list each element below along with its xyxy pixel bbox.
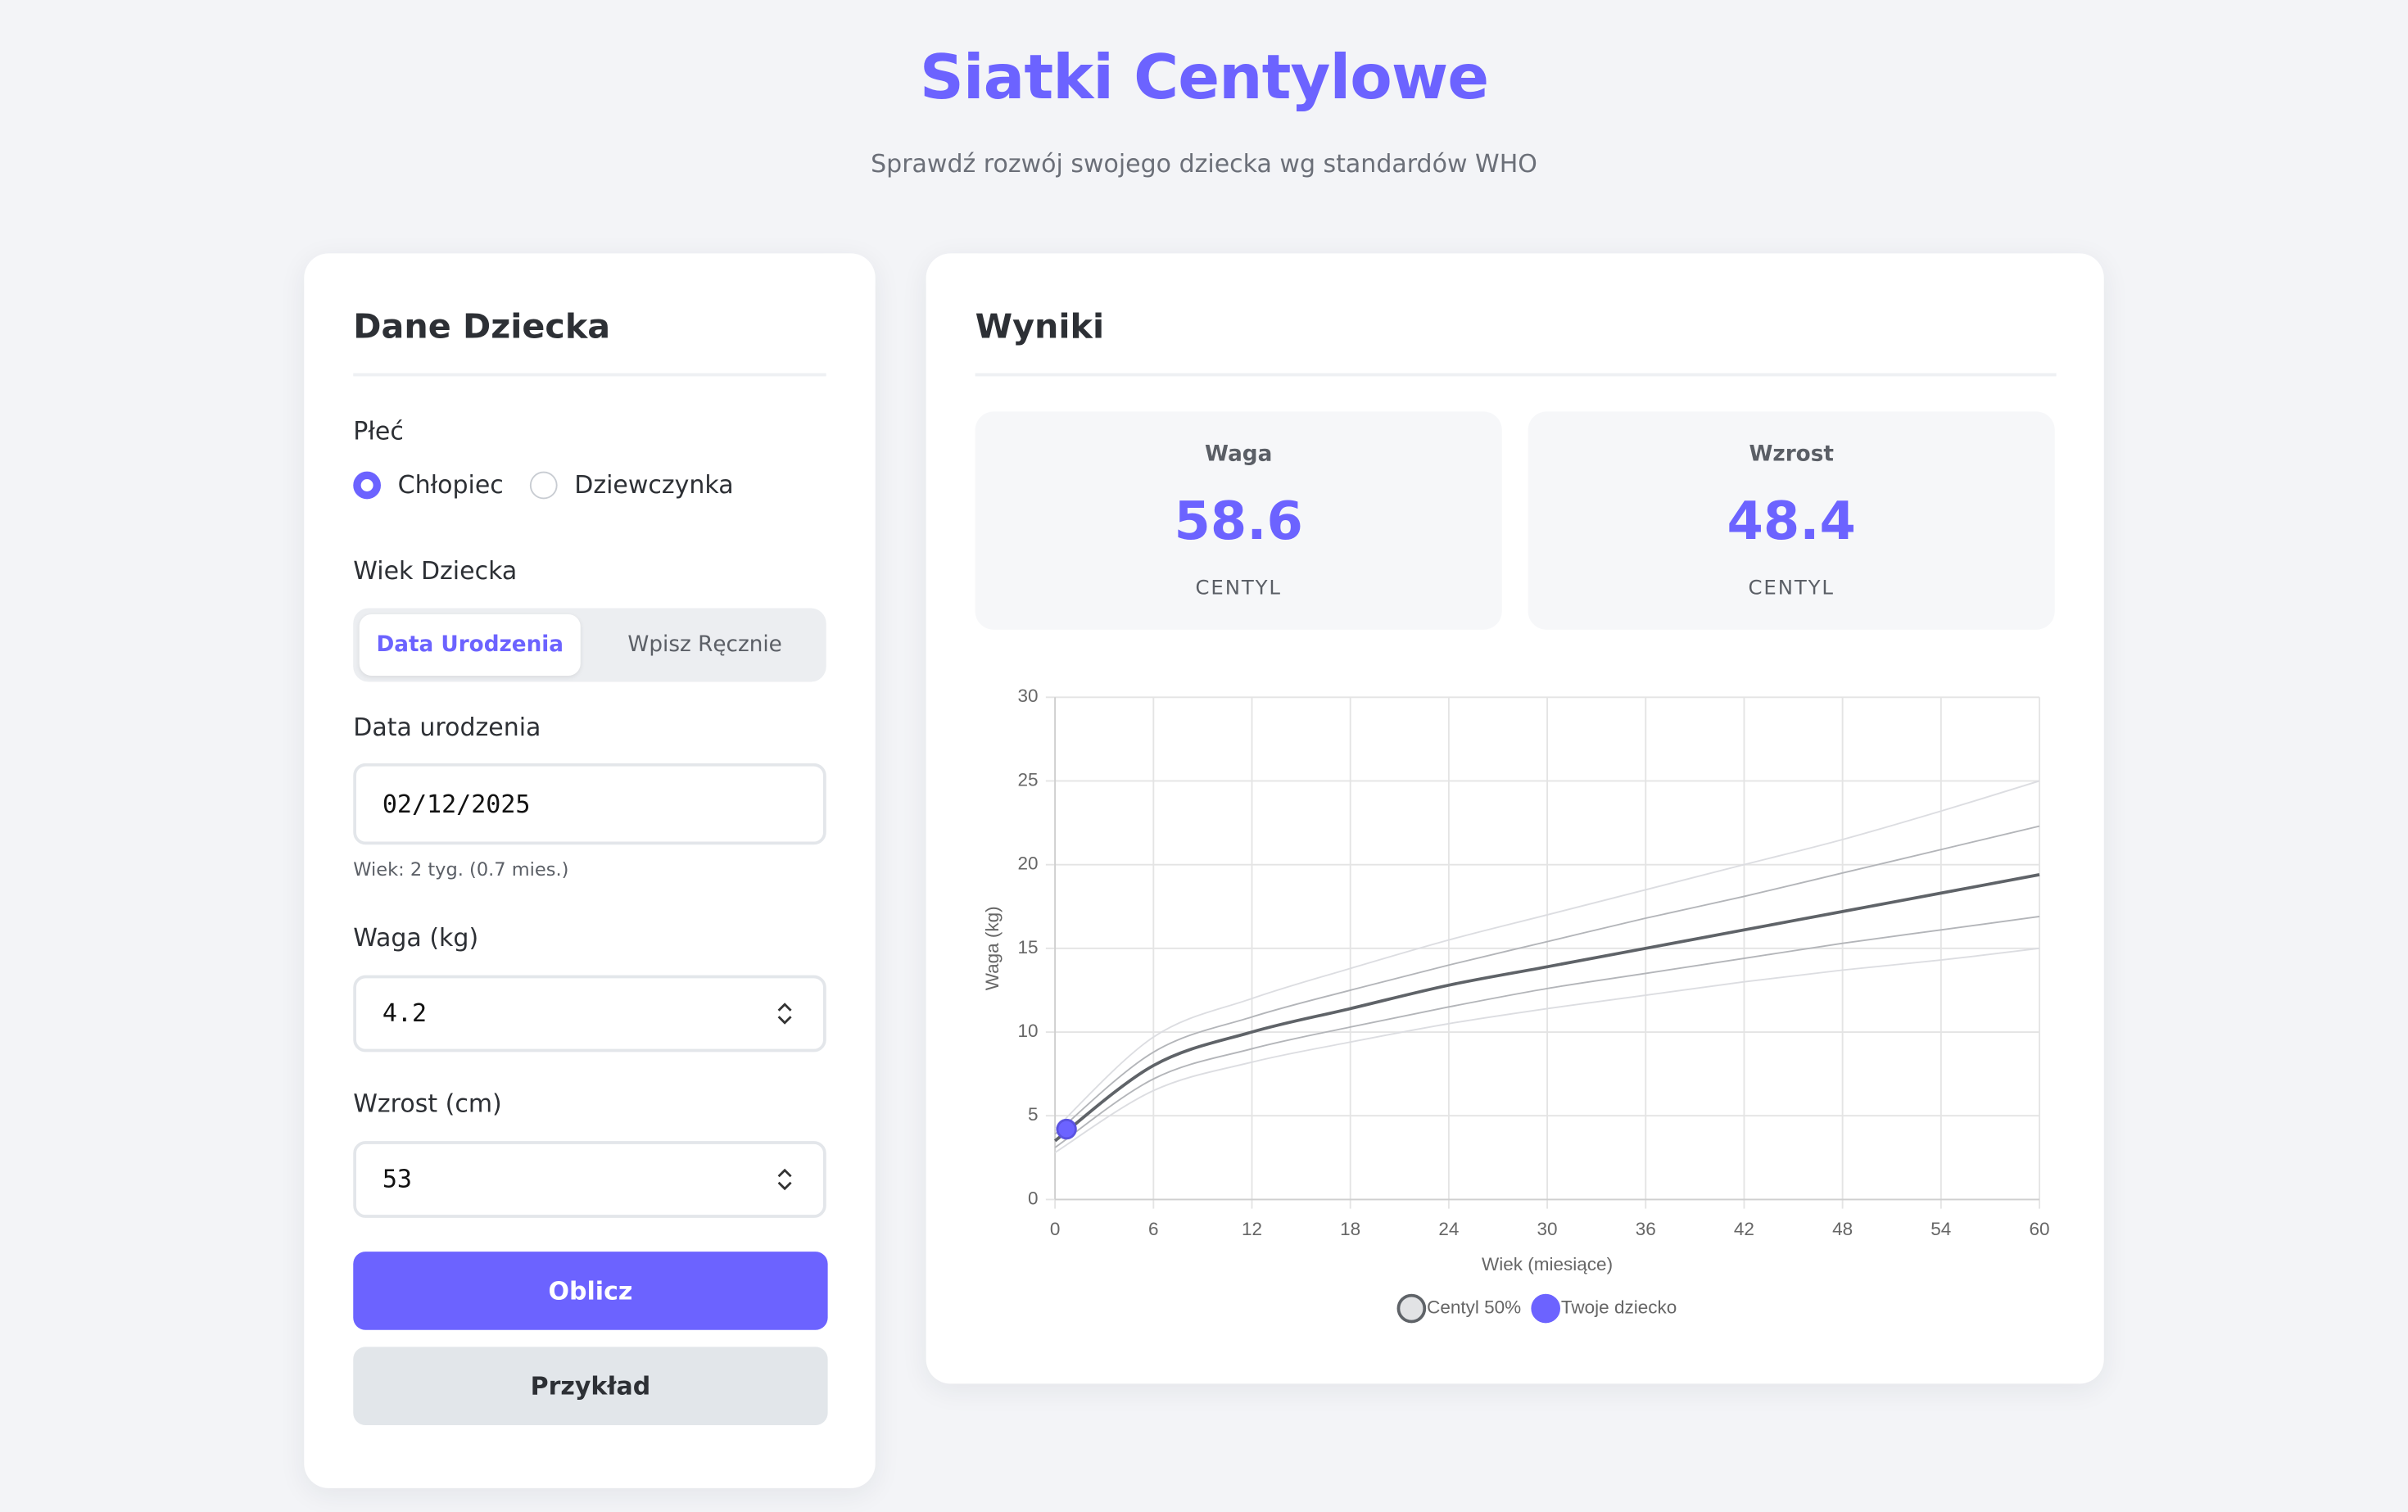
sex-label: Płeć [353,416,404,446]
y-tick-label: 20 [1017,853,1038,874]
legend-label: Centyl 50% [1427,1297,1521,1317]
y-tick-label: 0 [1028,1188,1039,1208]
stat-unit: CENTYL [1195,577,1282,601]
stat-box: Wzrost 48.4 CENTYL [1528,411,2055,630]
legend-label: Twoje dziecko [1561,1297,1677,1317]
submit-button[interactable]: Oblicz [353,1252,828,1330]
y-tick-label: 30 [1017,686,1038,706]
birth-label: Data urodzenia [353,713,541,742]
x-tick-label: 48 [1832,1219,1853,1239]
percentile-line [1054,947,2040,1153]
stat-unit: CENTYL [1748,577,1835,601]
percentile-line [1053,873,2040,1143]
age-label: Wiek Dziecka [353,555,518,586]
radio[interactable] [529,471,558,500]
legend-marker [1396,1293,1427,1324]
x-tick-label: 54 [1930,1219,1951,1239]
radio-label[interactable]: Chłopiec [397,469,504,500]
x-tick-label: 30 [1537,1219,1558,1239]
x-axis-label: Wiek (miesiące) [1482,1254,1613,1274]
x-tick-label: 12 [1242,1219,1262,1239]
tab-group: Data Urodzenia Wpisz Ręcznie [353,608,826,682]
height-input[interactable]: 53 [353,1141,826,1218]
tab-active[interactable]: Data Urodzenia [359,614,581,676]
divider [975,373,2057,377]
percentile-line [1054,780,2040,1130]
radio-selected[interactable] [353,471,381,500]
stat-label: Waga [1205,442,1273,467]
birth-input[interactable]: 02/12/2025 [353,763,826,845]
percentile-line [1054,825,2040,1135]
results-title: Wyniki [975,308,1105,347]
y-tick-label: 25 [1017,769,1038,790]
divider [353,373,826,377]
page-subtitle: Sprawdź rozwój swojego dziecka wg standa… [871,148,1537,179]
legend-marker [1531,1293,1560,1324]
age-hint: Wiek: 2 tyg. (0.7 mies.) [353,858,569,880]
weight-input[interactable]: 4.2 [353,975,826,1053]
y-tick-label: 5 [1028,1104,1039,1125]
x-tick-label: 6 [1148,1219,1159,1239]
example-button[interactable]: Przykład [353,1347,828,1425]
form-card: Dane Dziecka Płeć Chłopiec Dziewczynka W… [304,253,876,1488]
page-title: Siatki Centylowe [919,43,1489,114]
stat-label: Wzrost [1749,442,1834,467]
stat-box: Waga 58.6 CENTYL [975,411,1502,630]
weight-label: Waga (kg) [353,922,479,953]
percentile-line [1054,916,2040,1148]
stat-value: 48.4 [1727,491,1856,553]
x-tick-label: 60 [2029,1219,2049,1239]
x-tick-label: 18 [1340,1219,1360,1239]
tab[interactable]: Wpisz Ręcznie [627,632,782,658]
form-title: Dane Dziecka [353,308,611,347]
x-tick-label: 0 [1050,1219,1061,1239]
results-card: Wyniki Waga 58.6 CENTYL Wzrost 48.4 CENT… [926,253,2104,1384]
x-tick-label: 42 [1734,1219,1754,1239]
y-tick-label: 15 [1017,937,1038,957]
y-axis-label: Waga (kg) [982,906,1003,990]
y-tick-label: 10 [1017,1021,1038,1041]
x-tick-label: 24 [1438,1219,1459,1239]
spinner[interactable] [774,998,795,1030]
chart: 0 5 10 15 20 25 30 0 6 12 18 24 30 36 42 48 54 60 Wiek (mi… [982,686,2050,1324]
stat-value: 58.6 [1174,491,1303,553]
radio-label[interactable]: Dziewczynka [574,469,734,500]
height-label: Wzrost (cm) [353,1089,502,1118]
child-point [1056,1118,1077,1140]
x-tick-label: 36 [1636,1219,1656,1239]
spinner[interactable] [774,1164,795,1195]
